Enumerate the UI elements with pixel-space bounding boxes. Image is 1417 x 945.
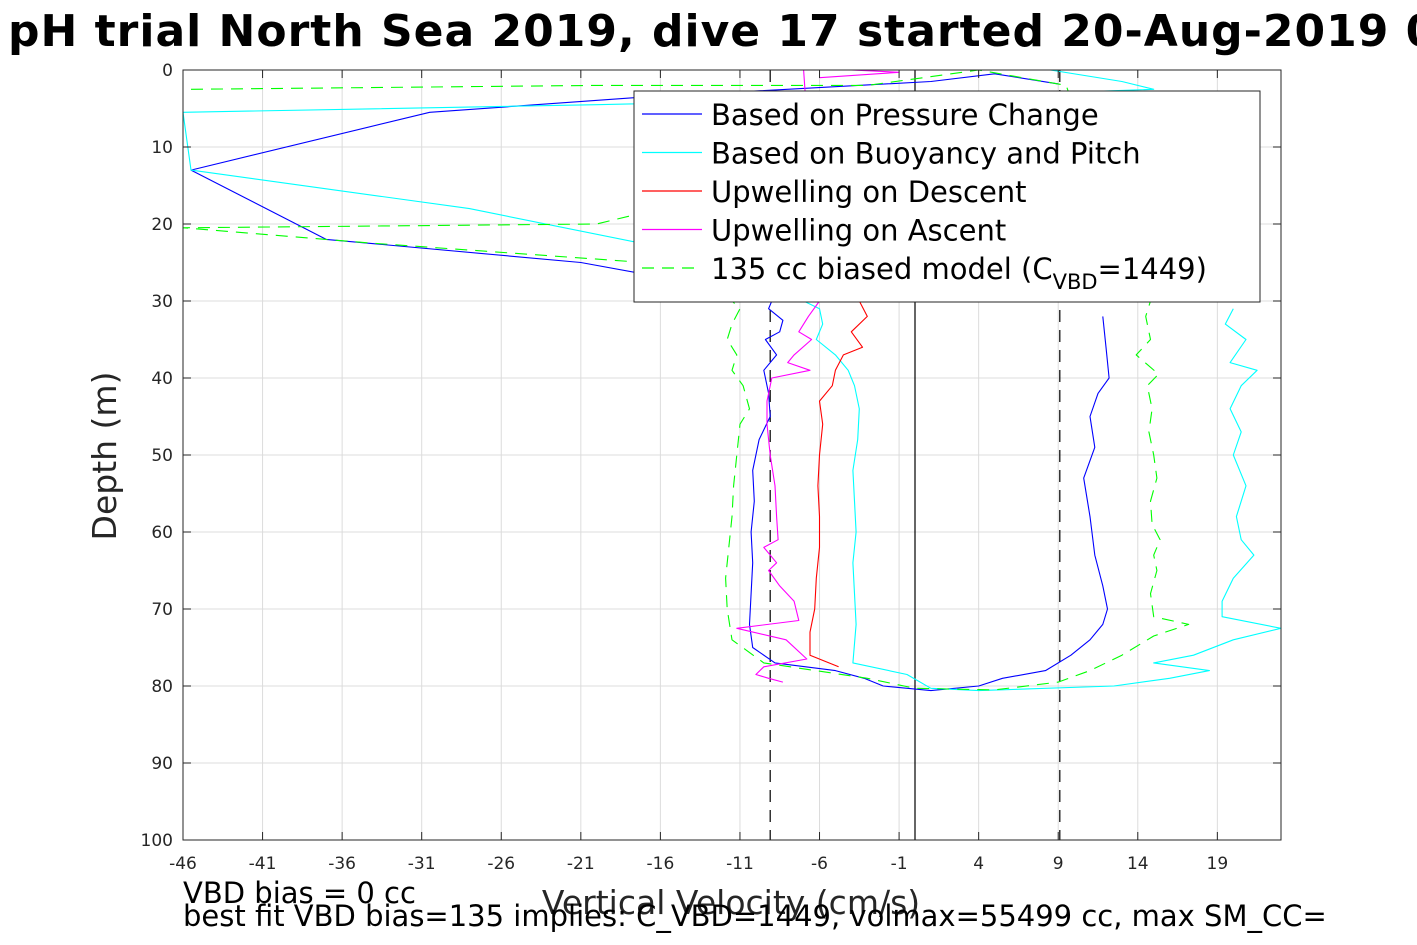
footer-best-fit: best fit VBD bias=135 implies: C_VBD=144…	[183, 899, 1327, 933]
x-tick-label: -21	[567, 854, 595, 874]
x-tick-label: -6	[811, 854, 828, 874]
series-line-3	[809, 300, 868, 668]
y-tick-label: 10	[151, 138, 173, 158]
x-tick-label: -1	[891, 854, 908, 874]
data-series	[183, 70, 1281, 692]
x-tick-label: -26	[487, 854, 515, 874]
x-tick-label: -31	[408, 854, 436, 874]
x-tick-label: -36	[328, 854, 356, 874]
footer-vbd-bias: VBD bias = 0 cc	[183, 876, 416, 910]
x-tick-label: -46	[169, 854, 197, 874]
series-line-4	[736, 70, 900, 683]
legend-label: Upwelling on Ascent	[711, 214, 1006, 248]
legend: Based on Pressure Change Based on Buoyanc…	[633, 90, 1261, 303]
y-tick-label: 90	[151, 754, 173, 774]
x-tick-label: -41	[249, 854, 277, 874]
series-line-5	[183, 70, 1190, 691]
legend-label: Based on Pressure Change	[711, 98, 1099, 132]
legend-label: Upwelling on Descent	[711, 175, 1027, 209]
x-tick-label: -11	[726, 854, 754, 874]
y-tick-label: 50	[151, 446, 173, 466]
axis-ticks: -46 -41 -36 -31 -26 -21 -16 -11 -6 -1 4 9 14 19 0 10 20 3…	[141, 61, 1281, 874]
y-tick-label: 40	[151, 369, 173, 389]
x-tick-label: 9	[1053, 854, 1064, 874]
y-tick-label: 70	[151, 600, 173, 620]
y-axis-label: Depth (m)	[85, 372, 124, 541]
legend-box	[633, 90, 1261, 303]
y-tick-label: 30	[151, 292, 173, 312]
x-tick-label: 4	[973, 854, 984, 874]
y-tick-label: 100	[141, 831, 173, 851]
y-tick-label: 60	[151, 523, 173, 543]
x-tick-label: 19	[1207, 854, 1229, 874]
x-tick-label: -16	[647, 854, 675, 874]
y-tick-label: 20	[151, 215, 173, 235]
x-tick-label: 14	[1127, 854, 1149, 874]
y-tick-label: 0	[162, 61, 173, 81]
legend-label: 135 cc biased model (CVBD=1449)	[711, 252, 1207, 294]
chart-title: pH trial North Sea 2019, dive 17 started…	[8, 6, 1417, 57]
y-tick-label: 80	[151, 677, 173, 697]
legend-label: Based on Buoyancy and Pitch	[711, 137, 1141, 171]
